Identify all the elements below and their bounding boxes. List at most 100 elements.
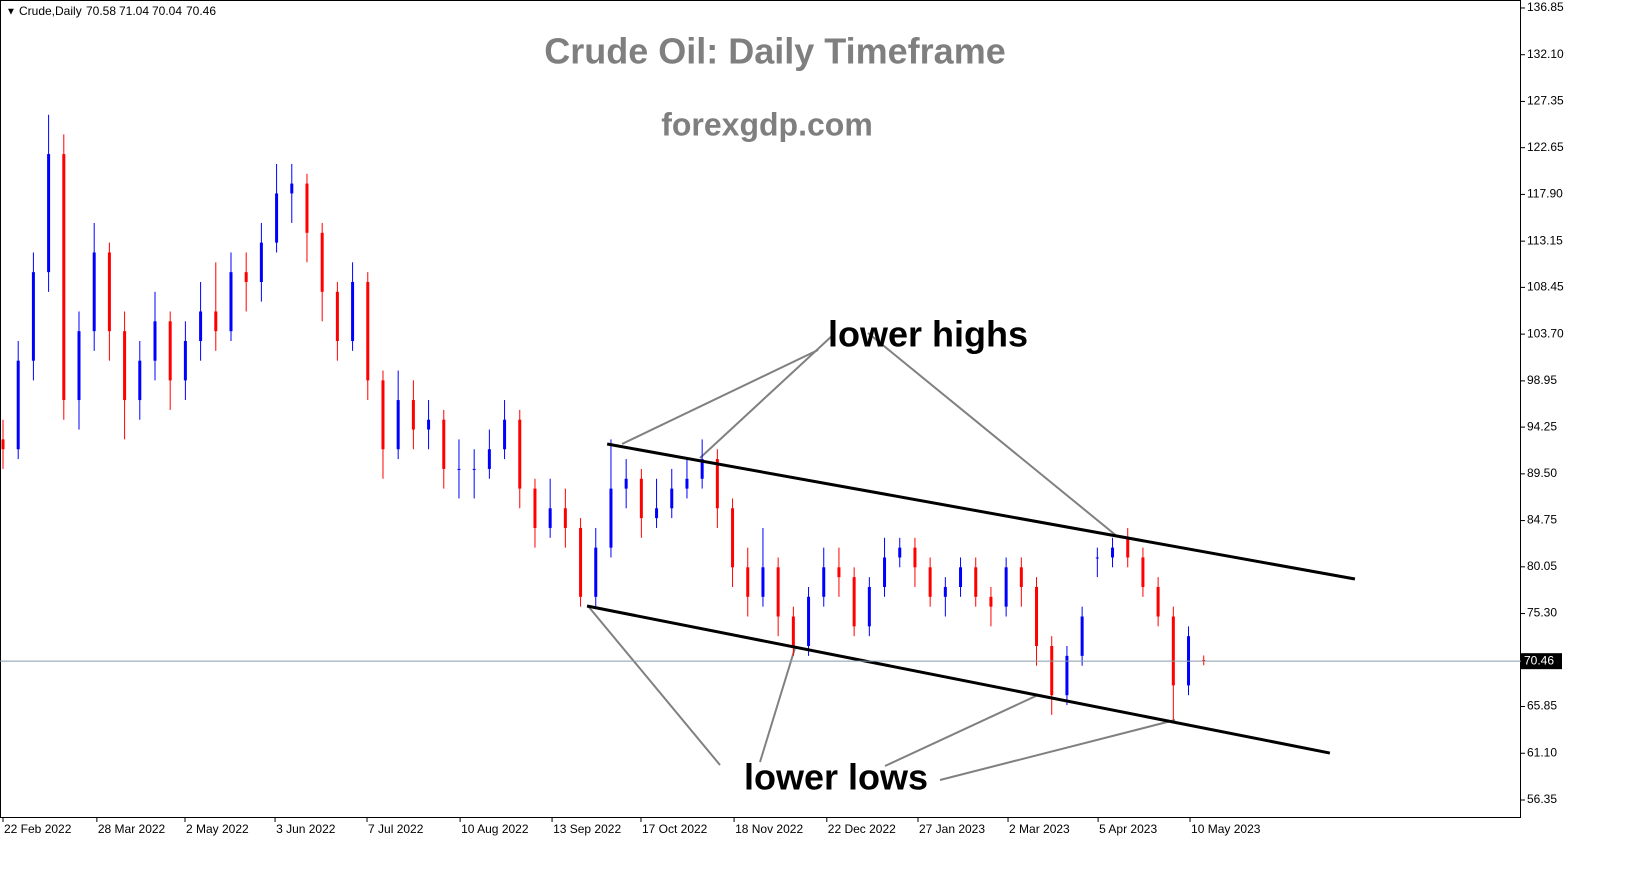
y-tick-label: 56.35 xyxy=(1527,792,1557,806)
candle-body xyxy=(138,360,142,401)
candle-body xyxy=(594,547,598,597)
x-tick-label: 5 Apr 2023 xyxy=(1099,822,1157,836)
candle-body xyxy=(62,154,66,401)
candle-body xyxy=(366,281,370,381)
pointer xyxy=(867,332,1119,538)
candle-body xyxy=(1,439,5,450)
candle-body xyxy=(31,272,35,361)
candle-body xyxy=(943,586,947,597)
candle-body xyxy=(1065,655,1069,696)
y-tick-label: 89.50 xyxy=(1527,466,1557,480)
y-tick-label: 61.10 xyxy=(1527,745,1557,759)
candle-body xyxy=(639,478,643,519)
annotation: lower lows xyxy=(744,757,928,798)
candle-body xyxy=(807,596,811,647)
price-tag-label: 70.46 xyxy=(1524,653,1554,667)
candle-body xyxy=(746,567,750,597)
y-tick-label: 65.85 xyxy=(1527,699,1557,713)
candle-body xyxy=(822,567,826,597)
candle-body xyxy=(579,527,583,597)
pointer xyxy=(759,647,796,763)
candle-body xyxy=(351,281,355,342)
candle-body xyxy=(472,468,476,470)
x-tick-label: 2 Mar 2023 xyxy=(1009,822,1070,836)
candle-body xyxy=(47,154,51,273)
title: Crude Oil: Daily Timeframe xyxy=(544,31,1005,72)
candle-body xyxy=(1095,557,1099,559)
x-tick-label: 2 May 2022 xyxy=(186,822,249,836)
y-tick-label: 117.90 xyxy=(1527,187,1563,201)
candle-body xyxy=(852,577,856,627)
x-tick-label: 22 Dec 2022 xyxy=(828,822,896,836)
candle-body xyxy=(1156,586,1160,617)
x-tick-label: 7 Jul 2022 xyxy=(368,822,424,836)
x-tick-label: 10 May 2023 xyxy=(1191,822,1261,836)
ohlc-open: 70.58 xyxy=(86,4,116,18)
candle-body xyxy=(867,586,871,627)
candle-body xyxy=(427,419,431,430)
candle-body xyxy=(107,252,111,332)
trendline xyxy=(586,604,1331,755)
candle-body xyxy=(487,449,491,469)
candle-body xyxy=(1035,586,1039,647)
candle-body xyxy=(685,478,689,489)
y-tick-label: 98.95 xyxy=(1527,373,1557,387)
candle-body xyxy=(229,272,233,332)
candle-body xyxy=(396,400,400,450)
candle-body xyxy=(655,508,659,519)
x-tick-label: 27 Jan 2023 xyxy=(919,822,985,836)
candle-body xyxy=(624,478,628,489)
y-tick-label: 122.65 xyxy=(1527,140,1564,154)
x-tick-label: 17 Oct 2022 xyxy=(642,822,708,836)
candle-body xyxy=(959,567,963,587)
ohlc-high: 71.04 xyxy=(119,4,149,18)
x-tick-label: 28 Mar 2022 xyxy=(98,822,166,836)
symbol: Crude,Daily xyxy=(19,4,82,18)
candle-body xyxy=(244,272,248,282)
y-tick-label: 94.25 xyxy=(1527,419,1557,433)
candle-body xyxy=(533,488,537,528)
pointer xyxy=(699,334,834,459)
annotation: lower highs xyxy=(828,314,1028,355)
pointer-lines xyxy=(587,332,1176,781)
candle-body xyxy=(1171,616,1175,686)
trendline xyxy=(606,442,1356,581)
candle-body xyxy=(974,567,978,597)
x-tick-label: 3 Jun 2022 xyxy=(276,822,336,836)
candle-body xyxy=(518,419,522,489)
candle-body xyxy=(609,488,613,548)
candle-body xyxy=(1202,659,1206,662)
candle-body xyxy=(16,360,20,450)
plot-frame xyxy=(0,0,1521,818)
candle-body xyxy=(153,321,157,361)
pointer xyxy=(621,349,819,445)
candle-body xyxy=(442,419,446,469)
candle-body xyxy=(776,567,780,617)
x-tick-label: 10 Aug 2022 xyxy=(461,822,529,836)
candle-body xyxy=(837,567,841,578)
candle-body xyxy=(214,311,218,332)
candle-body xyxy=(1080,616,1084,656)
candle-body xyxy=(989,596,993,607)
candle-body xyxy=(1141,557,1145,587)
candle-body xyxy=(715,459,719,509)
x-tick-label: 13 Sep 2022 xyxy=(553,822,621,836)
candle-body xyxy=(305,183,309,233)
candle-body xyxy=(168,321,172,381)
candle-body xyxy=(1019,567,1023,587)
menu-arrow[interactable]: ▼ xyxy=(6,7,16,18)
candle-body xyxy=(199,311,203,342)
candle-body xyxy=(1004,567,1008,607)
ohlc-low: 70.04 xyxy=(152,4,182,18)
ohlc-close: 70.46 xyxy=(186,4,216,18)
candle-body xyxy=(898,547,902,558)
candle-body xyxy=(791,616,795,647)
candle-body xyxy=(92,252,96,332)
x-tick-label: 22 Feb 2022 xyxy=(4,822,72,836)
candle-body xyxy=(411,400,415,430)
price-tag xyxy=(1521,653,1562,670)
candle-body xyxy=(731,508,735,568)
candle-body xyxy=(381,380,385,450)
candle-body xyxy=(123,331,127,401)
